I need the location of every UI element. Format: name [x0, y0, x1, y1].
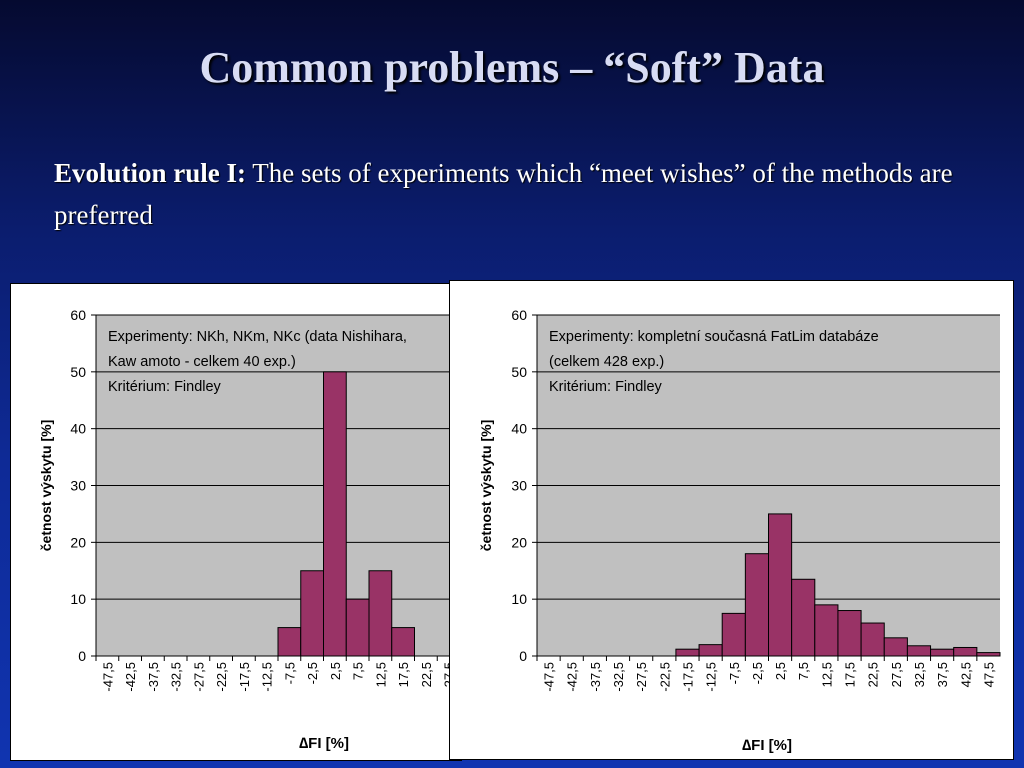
x-tick-label: -42,5 [565, 662, 580, 692]
annotation-line: (celkem 428 exp.) [549, 354, 664, 370]
bar [300, 570, 324, 657]
x-tick-label: 12,5 [373, 662, 388, 687]
x-tick-label: -47,5 [542, 662, 557, 692]
histogram-left: 0 10 20 30 40 50 60 -47,5 -42,5 -37,5 -32,5 -27,5 -2… [38, 307, 461, 752]
y-axis-label: četnost výskytu [%] [478, 420, 494, 551]
bar [906, 645, 932, 657]
y-tick-label: 30 [70, 478, 86, 494]
bar [976, 652, 1001, 657]
x-tick-label: -32,5 [611, 662, 626, 692]
x-tick-label: -37,5 [146, 662, 161, 692]
x-tick-label: 17,5 [396, 662, 411, 687]
y-tick-label: 10 [511, 591, 527, 607]
bar [391, 627, 415, 657]
y-tick-label: 40 [511, 421, 527, 437]
x-tick-label: 7,5 [796, 662, 811, 680]
x-tick-label: -12,5 [704, 662, 719, 692]
y-tick-label: 60 [70, 307, 86, 323]
y-tick-label: 50 [70, 364, 86, 380]
bar [368, 570, 393, 657]
chart-panel-right: 0 10 20 30 40 50 60 -47,5 -42,5 -37,5 -32,5 -27,5 -2… [449, 280, 1014, 760]
y-tick-label: 0 [519, 648, 527, 664]
bar [744, 553, 770, 657]
bar [883, 637, 908, 657]
bar [930, 648, 955, 657]
histogram-right: 0 10 20 30 40 50 60 -47,5 -42,5 -37,5 -32,5 -27,5 -2… [478, 307, 1001, 754]
bar [953, 646, 978, 657]
x-tick-label: -27,5 [191, 662, 206, 692]
x-tick-label: -47,5 [100, 662, 115, 692]
bar [345, 598, 370, 657]
bar [860, 622, 885, 657]
x-tick-label: -7,5 [282, 662, 297, 684]
bar [814, 604, 839, 657]
y-tick-label: 50 [511, 364, 527, 380]
y-tick-label: 0 [78, 648, 86, 664]
annotation-line: Kritérium: Findley [549, 379, 663, 395]
y-tick-label: 20 [511, 534, 527, 550]
x-tick-label: 2,5 [328, 662, 343, 680]
x-tick-label: 27,5 [889, 662, 904, 687]
x-tick-label: -12,5 [260, 662, 275, 692]
x-tick-label: 32,5 [912, 662, 927, 687]
y-tick-label: 30 [511, 478, 527, 494]
chart-panel-left: 0 10 20 30 40 50 60 -47,5 -42,5 -37,5 -32,5 -27,5 -2… [10, 283, 462, 761]
x-tick-label: 7,5 [351, 662, 366, 680]
annotation-line: Kaw amoto - celkem 40 exp.) [108, 354, 296, 370]
x-axis-label: ∆FI [%] [742, 737, 792, 754]
annotation-line: Experimenty: NKh, NKm, NKc (data Nishiha… [108, 329, 407, 345]
rule-lead: Evolution rule I: [54, 158, 247, 188]
x-tick-label: 22,5 [866, 662, 881, 687]
bar [323, 371, 347, 657]
y-tick-label: 40 [70, 421, 86, 437]
y-tick-label: 20 [70, 534, 86, 550]
y-tick-label: 10 [70, 591, 86, 607]
bar [791, 578, 816, 657]
x-tick-label: -17,5 [680, 662, 695, 692]
rule-body: The sets of experiments which “meet wish… [54, 158, 953, 230]
x-tick-label: 22,5 [419, 662, 434, 687]
x-tick-label: -27,5 [634, 662, 649, 692]
slide-title: Common problems – “Soft” Data [199, 43, 825, 92]
x-tick-label: -2,5 [305, 662, 320, 684]
evolution-rule-text: Evolution rule I: The sets of experiment… [54, 152, 974, 236]
bar [837, 610, 862, 657]
bar [721, 612, 746, 657]
x-tick-label: -7,5 [727, 662, 742, 684]
x-tick-label: -37,5 [588, 662, 603, 692]
x-tick-label: 17,5 [843, 662, 858, 687]
x-tick-label: -32,5 [169, 662, 184, 692]
x-tick-label: -22,5 [214, 662, 229, 692]
x-tick-label: 2,5 [773, 662, 788, 680]
x-axis-label: ∆FI [%] [299, 735, 349, 752]
y-tick-label: 60 [511, 307, 527, 323]
x-tick-label: -42,5 [123, 662, 138, 692]
x-tick-label: 42,5 [958, 662, 973, 687]
x-tick-label: -22,5 [657, 662, 672, 692]
annotation-line: Kritérium: Findley [108, 379, 222, 395]
x-tick-label: 47,5 [981, 662, 996, 687]
bar [277, 627, 302, 657]
x-tick-label: 37,5 [935, 662, 950, 687]
x-tick-label: -17,5 [237, 662, 252, 692]
x-tick-label: -2,5 [750, 662, 765, 684]
annotation-line: Experimenty: kompletní současná FatLim d… [549, 329, 879, 345]
bar [675, 648, 700, 657]
bar [698, 644, 723, 657]
y-axis-label: četnost výskytu [%] [38, 420, 54, 551]
x-tick-label: 12,5 [819, 662, 834, 687]
bar [768, 513, 793, 657]
